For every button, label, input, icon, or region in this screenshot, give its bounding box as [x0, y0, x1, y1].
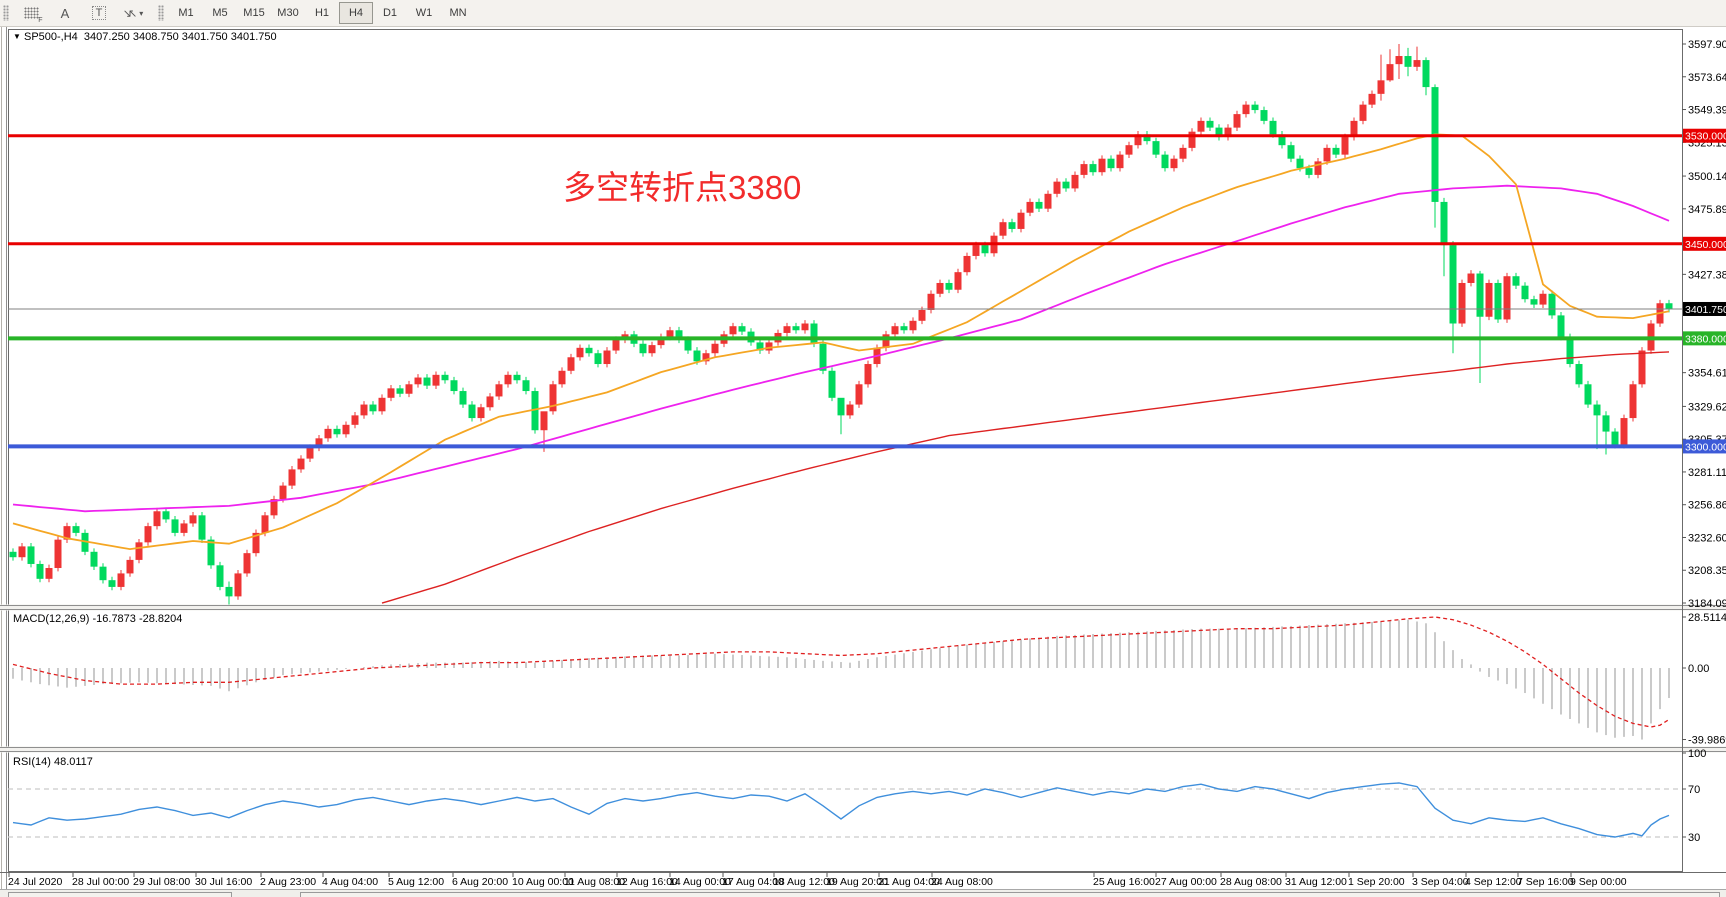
svg-text:30: 30 [1688, 832, 1700, 844]
svg-text:3475.890: 3475.890 [1688, 204, 1726, 216]
svg-text:3232.605: 3232.605 [1688, 532, 1726, 544]
svg-text:19 Aug 20:00: 19 Aug 20:00 [826, 876, 888, 888]
chevron-down-icon: ▾ [139, 8, 144, 18]
status-bar-section [8, 892, 232, 897]
timeframe-button-m5[interactable]: M5 [212, 7, 228, 19]
ohlc-values: 3407.250 3408.750 3401.750 3401.750 [83, 31, 277, 43]
chart-text-annotation[interactable]: 多空转折点3380 [563, 169, 802, 206]
text-label-tool-button[interactable]: A [48, 2, 82, 24]
svg-text:3329.625: 3329.625 [1688, 401, 1726, 413]
toolbar-grip-2[interactable] [158, 5, 164, 21]
diagonal-arrows-icon: ↘↖ [122, 7, 138, 20]
status-bar [0, 889, 1726, 897]
svg-text:6 Aug 20:00: 6 Aug 20:00 [452, 876, 508, 888]
macd-values: -16.7873 -28.8204 [92, 613, 183, 625]
svg-text:10 Aug 00:00: 10 Aug 00:00 [512, 876, 574, 888]
svg-text:3597.900: 3597.900 [1688, 39, 1726, 51]
grid-icon: F [23, 7, 43, 24]
svg-text:3208.350: 3208.350 [1688, 565, 1726, 577]
svg-text:18 Aug 12:00: 18 Aug 12:00 [773, 876, 835, 888]
cursor-tool-button[interactable]: ↘↖ ▾ [116, 2, 150, 24]
svg-text:7 Sep 16:00: 7 Sep 16:00 [1517, 876, 1574, 888]
svg-text:24 Jul 2020: 24 Jul 2020 [8, 876, 62, 888]
svg-text:3450.000: 3450.000 [1685, 239, 1726, 251]
rsi-value: 48.0117 [53, 756, 93, 768]
text-box-tool-button[interactable]: T [82, 2, 116, 24]
svg-text:27 Aug 00:00: 27 Aug 00:00 [1155, 876, 1217, 888]
chart-title: ▼ SP500-,H4 3407.250 3408.750 3401.750 3… [13, 31, 277, 43]
svg-text:3184.095: 3184.095 [1688, 598, 1726, 610]
timeframe-button-h4[interactable]: H4 [339, 2, 373, 24]
svg-text:17 Aug 04:00: 17 Aug 04:00 [722, 876, 784, 888]
svg-text:100: 100 [1688, 748, 1706, 760]
macd-name: MACD(12,26,9) [13, 613, 90, 625]
timeframe-button-w1[interactable]: W1 [415, 7, 433, 19]
symbol-period-label: SP500-,H4 [23, 31, 78, 43]
svg-text:30 Jul 16:00: 30 Jul 16:00 [195, 876, 252, 888]
top-toolbar: F A T ↘↖ ▾ M1 M5 M15 M30 H1 H4 D1 W1 MN [0, 0, 1726, 27]
grid-tool-button[interactable]: F [14, 2, 48, 24]
symbol-caret-icon: ▼ [13, 32, 21, 41]
svg-text:3530.000: 3530.000 [1685, 131, 1726, 143]
timeframe-button-h1[interactable]: H1 [314, 7, 330, 19]
timeframe-button-m1[interactable]: M1 [178, 7, 194, 19]
rsi-name: RSI(14) [13, 756, 51, 768]
svg-text:14 Aug 00:00: 14 Aug 00:00 [669, 876, 731, 888]
timeframe-button-m30[interactable]: M30 [277, 7, 299, 19]
svg-text:3380.000: 3380.000 [1685, 333, 1726, 345]
macd-indicator-label: MACD(12,26,9) -16.7873 -28.8204 [13, 613, 182, 625]
svg-text:31 Aug 12:00: 31 Aug 12:00 [1285, 876, 1347, 888]
timeframe-button-d1[interactable]: D1 [382, 7, 398, 19]
svg-text:70: 70 [1688, 784, 1700, 796]
svg-text:3281.115: 3281.115 [1688, 467, 1726, 479]
timeframe-button-mn[interactable]: MN [449, 7, 467, 19]
svg-text:-39.9869: -39.9869 [1688, 735, 1726, 747]
svg-text:3573.645: 3573.645 [1688, 72, 1726, 84]
svg-text:9 Sep 00:00: 9 Sep 00:00 [1570, 876, 1627, 888]
svg-text:3549.390: 3549.390 [1688, 105, 1726, 117]
rsi-indicator-label: RSI(14) 48.0117 [13, 756, 93, 768]
svg-text:11 Aug 08:00: 11 Aug 08:00 [564, 876, 625, 888]
svg-text:21 Aug 04:00: 21 Aug 04:00 [878, 876, 940, 888]
svg-text:3354.615: 3354.615 [1688, 368, 1726, 380]
svg-text:4 Sep 12:00: 4 Sep 12:00 [1465, 876, 1522, 888]
svg-text:1 Sep 20:00: 1 Sep 20:00 [1348, 876, 1405, 888]
svg-text:3256.860: 3256.860 [1688, 500, 1726, 512]
toolbar-grip[interactable] [3, 5, 9, 21]
svg-text:28 Jul 00:00: 28 Jul 00:00 [72, 876, 129, 888]
text-label-icon: A [60, 5, 70, 21]
svg-text:28 Aug 08:00: 28 Aug 08:00 [1220, 876, 1282, 888]
timeframe-button-m15[interactable]: M15 [243, 7, 265, 19]
status-bar-section [300, 892, 1720, 897]
svg-text:2 Aug 23:00: 2 Aug 23:00 [260, 876, 316, 888]
svg-text:3500.145: 3500.145 [1688, 171, 1726, 183]
svg-text:24 Aug 08:00: 24 Aug 08:00 [931, 876, 993, 888]
svg-text:28.5114: 28.5114 [1688, 612, 1726, 624]
svg-text:25 Aug 16:00: 25 Aug 16:00 [1093, 876, 1155, 888]
svg-text:3300.000: 3300.000 [1685, 441, 1726, 453]
svg-text:3427.380: 3427.380 [1688, 269, 1726, 281]
svg-text:4 Aug 04:00: 4 Aug 04:00 [322, 876, 378, 888]
svg-text:3 Sep 04:00: 3 Sep 04:00 [1412, 876, 1469, 888]
svg-text:5 Aug 12:00: 5 Aug 12:00 [388, 876, 444, 888]
svg-text:29 Jul 08:00: 29 Jul 08:00 [133, 876, 190, 888]
svg-text:12 Aug 16:00: 12 Aug 16:00 [616, 876, 678, 888]
text-box-icon: T [91, 6, 107, 20]
svg-text:0.00: 0.00 [1688, 663, 1709, 675]
svg-text:3401.750: 3401.750 [1685, 304, 1726, 316]
